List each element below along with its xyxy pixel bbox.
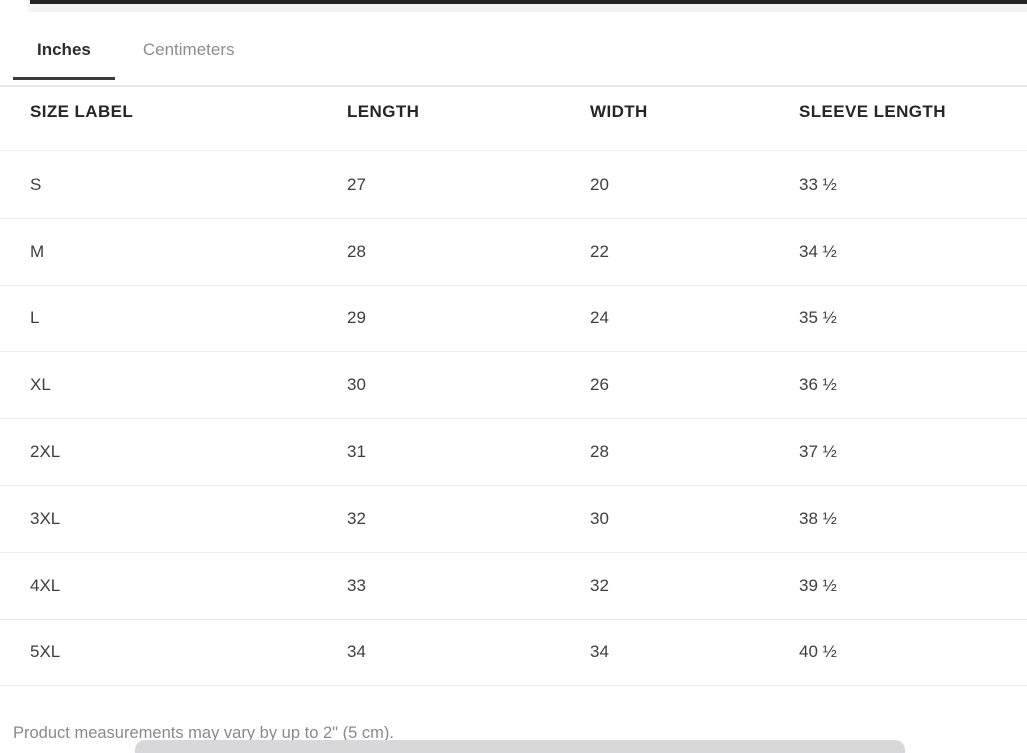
size-table-header: SIZE LABEL LENGTH WIDTH SLEEVE LENGTH bbox=[0, 73, 1027, 151]
table-row: L 29 24 35 ½ bbox=[0, 286, 1027, 353]
tab-inches[interactable]: Inches bbox=[13, 21, 115, 80]
cell-length: 30 bbox=[347, 375, 366, 395]
cell-size: L bbox=[30, 308, 40, 328]
cell-sleeve: 38 ½ bbox=[799, 508, 837, 528]
table-row: 3XL 32 30 38 ½ bbox=[0, 486, 1027, 553]
tab-centimeters-label: Centimeters bbox=[142, 39, 235, 59]
cell-length: 34 bbox=[347, 642, 366, 662]
cell-width: 22 bbox=[590, 241, 609, 261]
table-row: 4XL 33 32 39 ½ bbox=[0, 553, 1027, 620]
column-header: SIZE LABEL bbox=[30, 101, 134, 121]
table-row: M 28 22 34 ½ bbox=[0, 219, 1027, 286]
cell-length: 32 bbox=[347, 508, 366, 528]
cell-sleeve: 39 ½ bbox=[799, 575, 837, 595]
cell-width: 34 bbox=[590, 642, 609, 662]
cell-length: 29 bbox=[347, 308, 366, 328]
cell-width: 26 bbox=[590, 375, 609, 395]
cell-sleeve: 34 ½ bbox=[799, 241, 837, 261]
bottom-scrollbar[interactable] bbox=[135, 740, 905, 753]
column-header: LENGTH bbox=[347, 101, 420, 121]
table-row: 2XL 31 28 37 ½ bbox=[0, 419, 1027, 486]
tab-centimeters[interactable]: Centimeters bbox=[119, 21, 259, 78]
cell-size: 2XL bbox=[30, 442, 61, 462]
cell-length: 27 bbox=[347, 174, 366, 194]
cell-sleeve: 33 ½ bbox=[799, 174, 837, 194]
cell-size: M bbox=[30, 241, 45, 261]
cell-sleeve: 37 ½ bbox=[799, 442, 837, 462]
cell-width: 32 bbox=[590, 575, 609, 595]
cell-size: 3XL bbox=[30, 508, 61, 528]
cell-size: 5XL bbox=[30, 642, 61, 662]
table-row: 5XL 34 34 40 ½ bbox=[0, 620, 1027, 687]
cell-size: S bbox=[30, 174, 42, 194]
cell-width: 24 bbox=[590, 308, 609, 328]
size-table-body: S 27 20 33 ½ M 28 22 34 ½ L 29 24 35 ½ XL 30 26 36 ½ 2XL… bbox=[0, 152, 1027, 687]
cell-sleeve: 40 ½ bbox=[799, 642, 837, 662]
cell-sleeve: 35 ½ bbox=[799, 308, 837, 328]
table-row: XL 30 26 36 ½ bbox=[0, 352, 1027, 420]
cell-width: 28 bbox=[590, 442, 609, 462]
unit-tabs: Inches Centimeters bbox=[0, 0, 1027, 87]
cell-width: 30 bbox=[590, 508, 609, 528]
column-header: SLEEVE LENGTH bbox=[799, 101, 946, 121]
cell-sleeve: 36 ½ bbox=[799, 375, 837, 395]
column-header: WIDTH bbox=[590, 101, 648, 121]
active-tab-underline bbox=[13, 77, 115, 80]
table-row: S 27 20 33 ½ bbox=[0, 152, 1027, 219]
cell-length: 31 bbox=[347, 442, 366, 462]
top-divider-line bbox=[30, 0, 1027, 4]
cell-length: 28 bbox=[347, 241, 366, 261]
cell-size: 4XL bbox=[30, 575, 61, 595]
tab-inches-label: Inches bbox=[37, 39, 91, 59]
cell-size: XL bbox=[30, 375, 51, 395]
cell-length: 33 bbox=[347, 575, 366, 595]
cell-width: 20 bbox=[590, 174, 609, 194]
measurement-disclaimer: Product measurements may vary by up to 2… bbox=[13, 724, 394, 742]
